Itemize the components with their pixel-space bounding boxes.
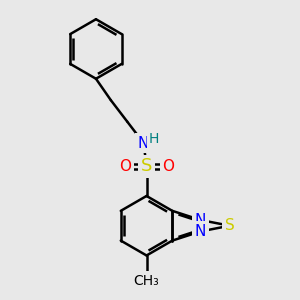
Text: O: O — [119, 159, 131, 174]
Text: N: N — [138, 136, 149, 151]
Text: N: N — [195, 212, 206, 227]
Text: N: N — [195, 224, 206, 239]
Text: O: O — [162, 159, 174, 174]
Text: CH₃: CH₃ — [134, 274, 159, 288]
Text: H: H — [149, 132, 159, 146]
Text: S: S — [141, 157, 152, 175]
Text: S: S — [225, 218, 235, 233]
